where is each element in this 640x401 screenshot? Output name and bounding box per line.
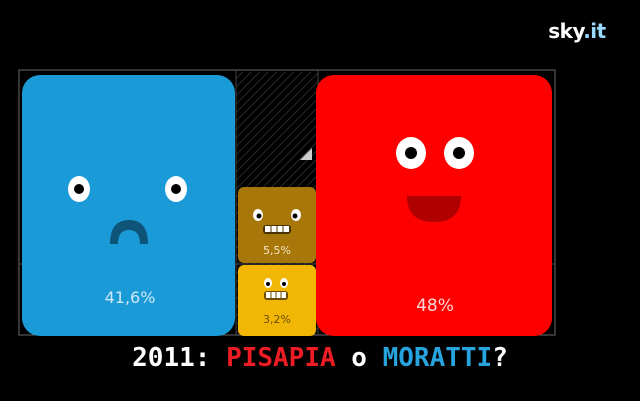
blue-left-eye-icon [68, 176, 90, 202]
sky-logo-suffix: .it [583, 19, 606, 43]
headline-connector: o [335, 343, 383, 373]
sky-logo: sky.it [543, 16, 611, 46]
headline-prefix: 2011: [132, 343, 227, 373]
headline-candidate-a: PISAPIA [226, 343, 336, 373]
yellow-tile [238, 265, 316, 336]
red-right-eye-icon [444, 137, 474, 169]
headline: 2011: PISAPIA o MORATTI? [0, 340, 640, 376]
red-tile [316, 75, 552, 336]
sky-logo-text: sky [548, 19, 584, 43]
headline-suffix: ? [492, 343, 508, 373]
brown-tile-value: 5,5% [263, 244, 291, 257]
headline-candidate-b: MORATTI [382, 343, 493, 373]
yellow-eyes-icon [264, 278, 288, 288]
blue-frown-icon [110, 220, 148, 244]
yellow-teeth-icon [264, 291, 288, 300]
brown-eyes-icon [253, 209, 301, 221]
blue-right-eye-icon [165, 176, 187, 202]
yellow-tile-value: 3,2% [263, 313, 291, 326]
red-left-eye-icon [396, 137, 426, 169]
red-tile-value: 48% [416, 296, 454, 316]
pointer-marker [300, 148, 312, 160]
blue-tile-value: 41,6% [104, 288, 156, 307]
red-smile-icon [407, 196, 461, 222]
brown-tile [238, 187, 316, 263]
brown-teeth-icon [263, 225, 291, 234]
blue-tile [22, 75, 235, 336]
